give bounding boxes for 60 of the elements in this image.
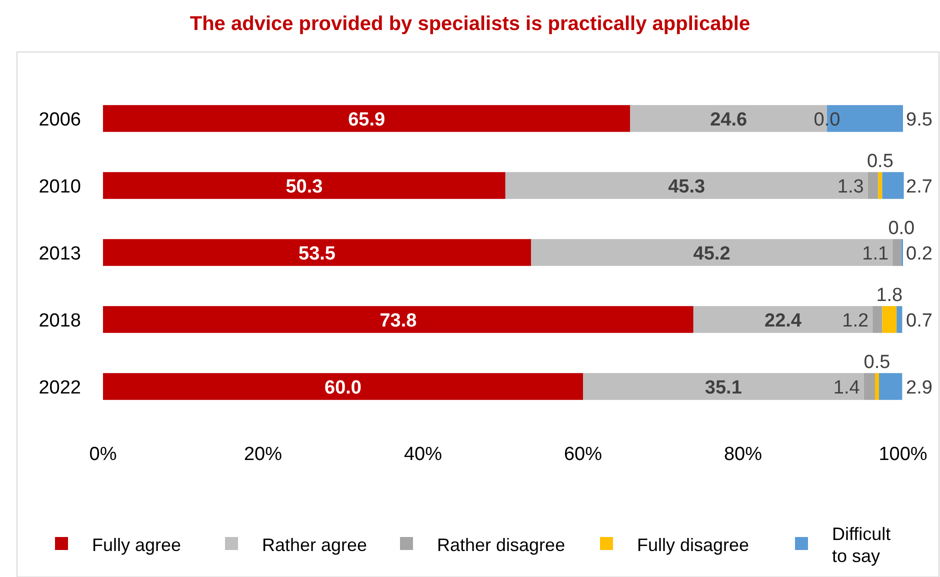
data-label: 1.4 — [833, 378, 860, 398]
legend-label: Fully agree — [92, 535, 182, 555]
data-label: 9.5 — [906, 110, 932, 130]
x-tick-label: 80% — [724, 444, 762, 465]
bar — [103, 239, 531, 266]
data-label: 0.2 — [906, 244, 932, 264]
data-label: 45.2 — [693, 244, 730, 264]
data-label: 1.1 — [862, 244, 889, 264]
bar — [878, 172, 882, 199]
data-label: 1.2 — [842, 310, 869, 332]
data-label: 65.9 — [348, 110, 386, 130]
data-label: 0.7 — [906, 310, 932, 332]
data-label: 2.7 — [906, 176, 932, 198]
data-label: 1.8 — [876, 285, 903, 306]
bar — [505, 172, 868, 199]
bar — [892, 239, 902, 266]
data-label: 73.8 — [380, 310, 417, 332]
y-tick-label: 2010 — [38, 176, 81, 198]
x-tick-label: 0% — [89, 444, 117, 465]
bar — [583, 373, 864, 400]
x-tick-label: 40% — [404, 444, 442, 465]
y-tick-label: 2018 — [38, 310, 81, 332]
bar — [868, 172, 878, 199]
data-label: 2.9 — [906, 378, 932, 398]
annotation: 0.0 — [814, 110, 840, 130]
bar — [896, 306, 902, 333]
x-tick-label: 20% — [244, 444, 282, 465]
data-label: 22.4 — [764, 310, 802, 332]
bar — [875, 373, 879, 400]
bar — [103, 373, 583, 400]
data-label: 45.3 — [668, 176, 706, 198]
y-tick-label: 2022 — [38, 378, 81, 398]
data-label: 24.6 — [710, 110, 748, 130]
data-label: 1.3 — [837, 176, 864, 198]
bar — [882, 172, 904, 199]
data-label: 50.3 — [286, 176, 323, 198]
bar — [693, 306, 873, 333]
legend-label: Rather agree — [262, 535, 368, 555]
data-label: 35.1 — [704, 378, 742, 398]
legend-label: Difficult to say — [832, 524, 891, 566]
data-label: 0.5 — [864, 352, 890, 374]
data-label: 0.5 — [866, 151, 894, 172]
bar — [531, 239, 893, 266]
legend-label: Fully disagree — [637, 535, 750, 555]
bar — [103, 105, 630, 132]
chart-title: The advice provided by specialists is practically applicable — [190, 13, 750, 35]
annotation: 0.0 — [888, 218, 915, 240]
y-tick-label: 2006 — [38, 110, 81, 130]
x-tick-label: 60% — [564, 444, 602, 465]
bar — [872, 306, 882, 333]
data-label: 53.5 — [298, 244, 336, 264]
data-label: 60.0 — [324, 378, 362, 398]
x-tick-label: 100% — [878, 444, 928, 465]
bar — [879, 373, 902, 400]
y-tick-label: 2013 — [38, 244, 81, 264]
bar — [882, 306, 897, 333]
bar — [864, 373, 875, 400]
legend-label: Rather disagree — [437, 535, 566, 555]
bar — [103, 306, 694, 333]
bar — [103, 172, 506, 199]
